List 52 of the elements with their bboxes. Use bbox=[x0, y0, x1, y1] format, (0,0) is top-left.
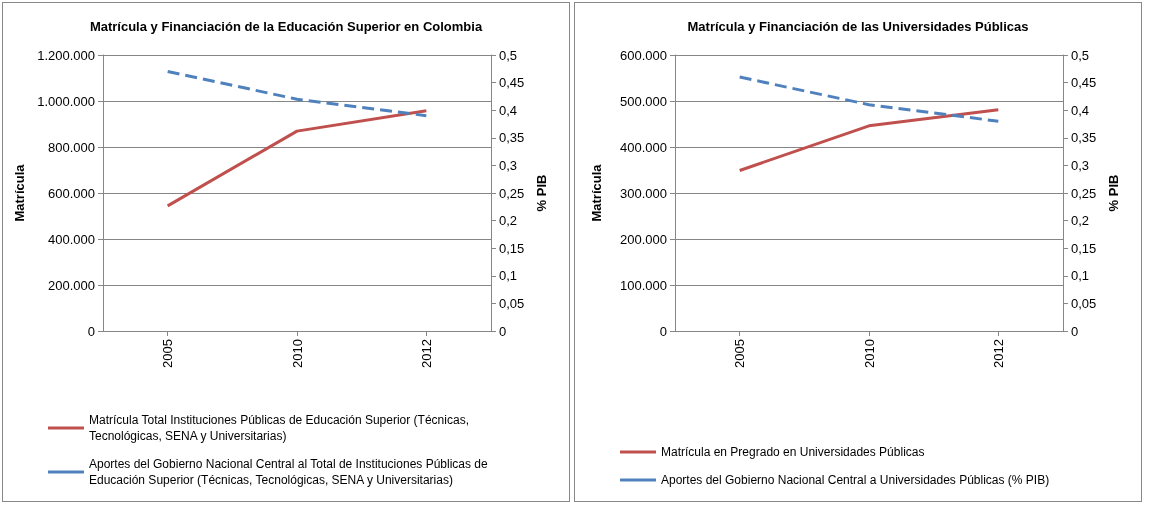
y-tick-label: 600.000 bbox=[48, 185, 95, 201]
y-tick-label: 600.000 bbox=[620, 47, 667, 63]
x-tick-label: 2005 bbox=[732, 339, 748, 368]
y-tick-label: 200.000 bbox=[620, 231, 667, 247]
y-tick-label: 300.000 bbox=[620, 185, 667, 201]
x-tick-label: 2012 bbox=[418, 339, 434, 368]
y-tick-label: 1.200.000 bbox=[37, 47, 95, 63]
y2-tick-label: 0,25 bbox=[499, 185, 525, 201]
x-tick-label: 2010 bbox=[861, 339, 877, 368]
y2-tick-label: 0,5 bbox=[1071, 47, 1090, 63]
chart-title: Matrícula y Financiación de la Educación Superior en Colombia bbox=[89, 19, 483, 34]
y2-tick-label: 0,35 bbox=[1071, 130, 1097, 146]
legend-label: Aportes del Gobierno Nacional Central al Total de Instituciones Públicas de Educación Superior (Técnicas, Tecnológicas, SENA y Universitarias) bbox=[89, 457, 492, 487]
y2-tick-label: 0,05 bbox=[1071, 295, 1097, 311]
y-tick-label: 800.000 bbox=[48, 139, 95, 155]
y2-tick-label: 0,4 bbox=[1071, 102, 1090, 118]
y-tick-label: 400.000 bbox=[620, 139, 667, 155]
y-tick-label: 0 bbox=[659, 323, 667, 339]
legend-label: Aportes del Gobierno Nacional Central a Universidades Públicas (% PIB) bbox=[661, 473, 1050, 487]
y2-tick-label: 0,2 bbox=[1071, 213, 1090, 229]
chart-title: Matrícula y Financiación de las Universidades Públicas bbox=[687, 19, 1029, 34]
y2-tick-label: 0,25 bbox=[1071, 185, 1097, 201]
x-tick-label: 2005 bbox=[160, 339, 176, 368]
y2-tick-label: 0,5 bbox=[499, 47, 518, 63]
y2-tick-label: 0,3 bbox=[1071, 157, 1090, 173]
y-axis-title: Matrícula bbox=[589, 163, 604, 222]
x-tick-label: 2010 bbox=[289, 339, 305, 368]
y2-tick-label: 0,1 bbox=[499, 268, 518, 284]
legend-label: Matrícula en Pregrado en Universidades Públicas bbox=[661, 445, 925, 459]
y2-tick-label: 0,35 bbox=[499, 130, 525, 146]
y2-tick-label: 0,4 bbox=[499, 102, 518, 118]
y2-tick-label: 0,15 bbox=[1071, 240, 1097, 256]
y2-tick-label: 0,45 bbox=[499, 75, 525, 91]
y2-axis-title: % PIB bbox=[534, 174, 550, 212]
y-tick-label: 500.000 bbox=[620, 93, 667, 109]
y2-tick-label: 0,1 bbox=[1071, 268, 1090, 284]
legend-label: Matrícula Total Instituciones Públicas de Educación Superior (Técnicas, Tecnológicas, SENA y Universitarias) bbox=[89, 413, 473, 443]
y-tick-label: 100.000 bbox=[620, 277, 667, 293]
y2-tick-label: 0,15 bbox=[499, 240, 525, 256]
y2-tick-label: 0,3 bbox=[499, 157, 518, 173]
y2-tick-label: 0,05 bbox=[499, 295, 525, 311]
y2-tick-label: 0,45 bbox=[1071, 75, 1097, 91]
y-axis-title: Matrícula bbox=[12, 163, 28, 222]
y-tick-label: 1.000.000 bbox=[37, 93, 95, 109]
y2-tick-label: 0,2 bbox=[499, 213, 518, 229]
y2-tick-label: 0 bbox=[499, 323, 507, 339]
y2-axis-title: % PIB bbox=[1106, 174, 1122, 212]
y-tick-label: 400.000 bbox=[48, 231, 95, 247]
y-tick-label: 200.000 bbox=[48, 277, 95, 293]
y2-tick-label: 0 bbox=[1071, 323, 1079, 339]
x-tick-label: 2012 bbox=[990, 339, 1006, 368]
y-tick-label: 0 bbox=[87, 323, 95, 339]
